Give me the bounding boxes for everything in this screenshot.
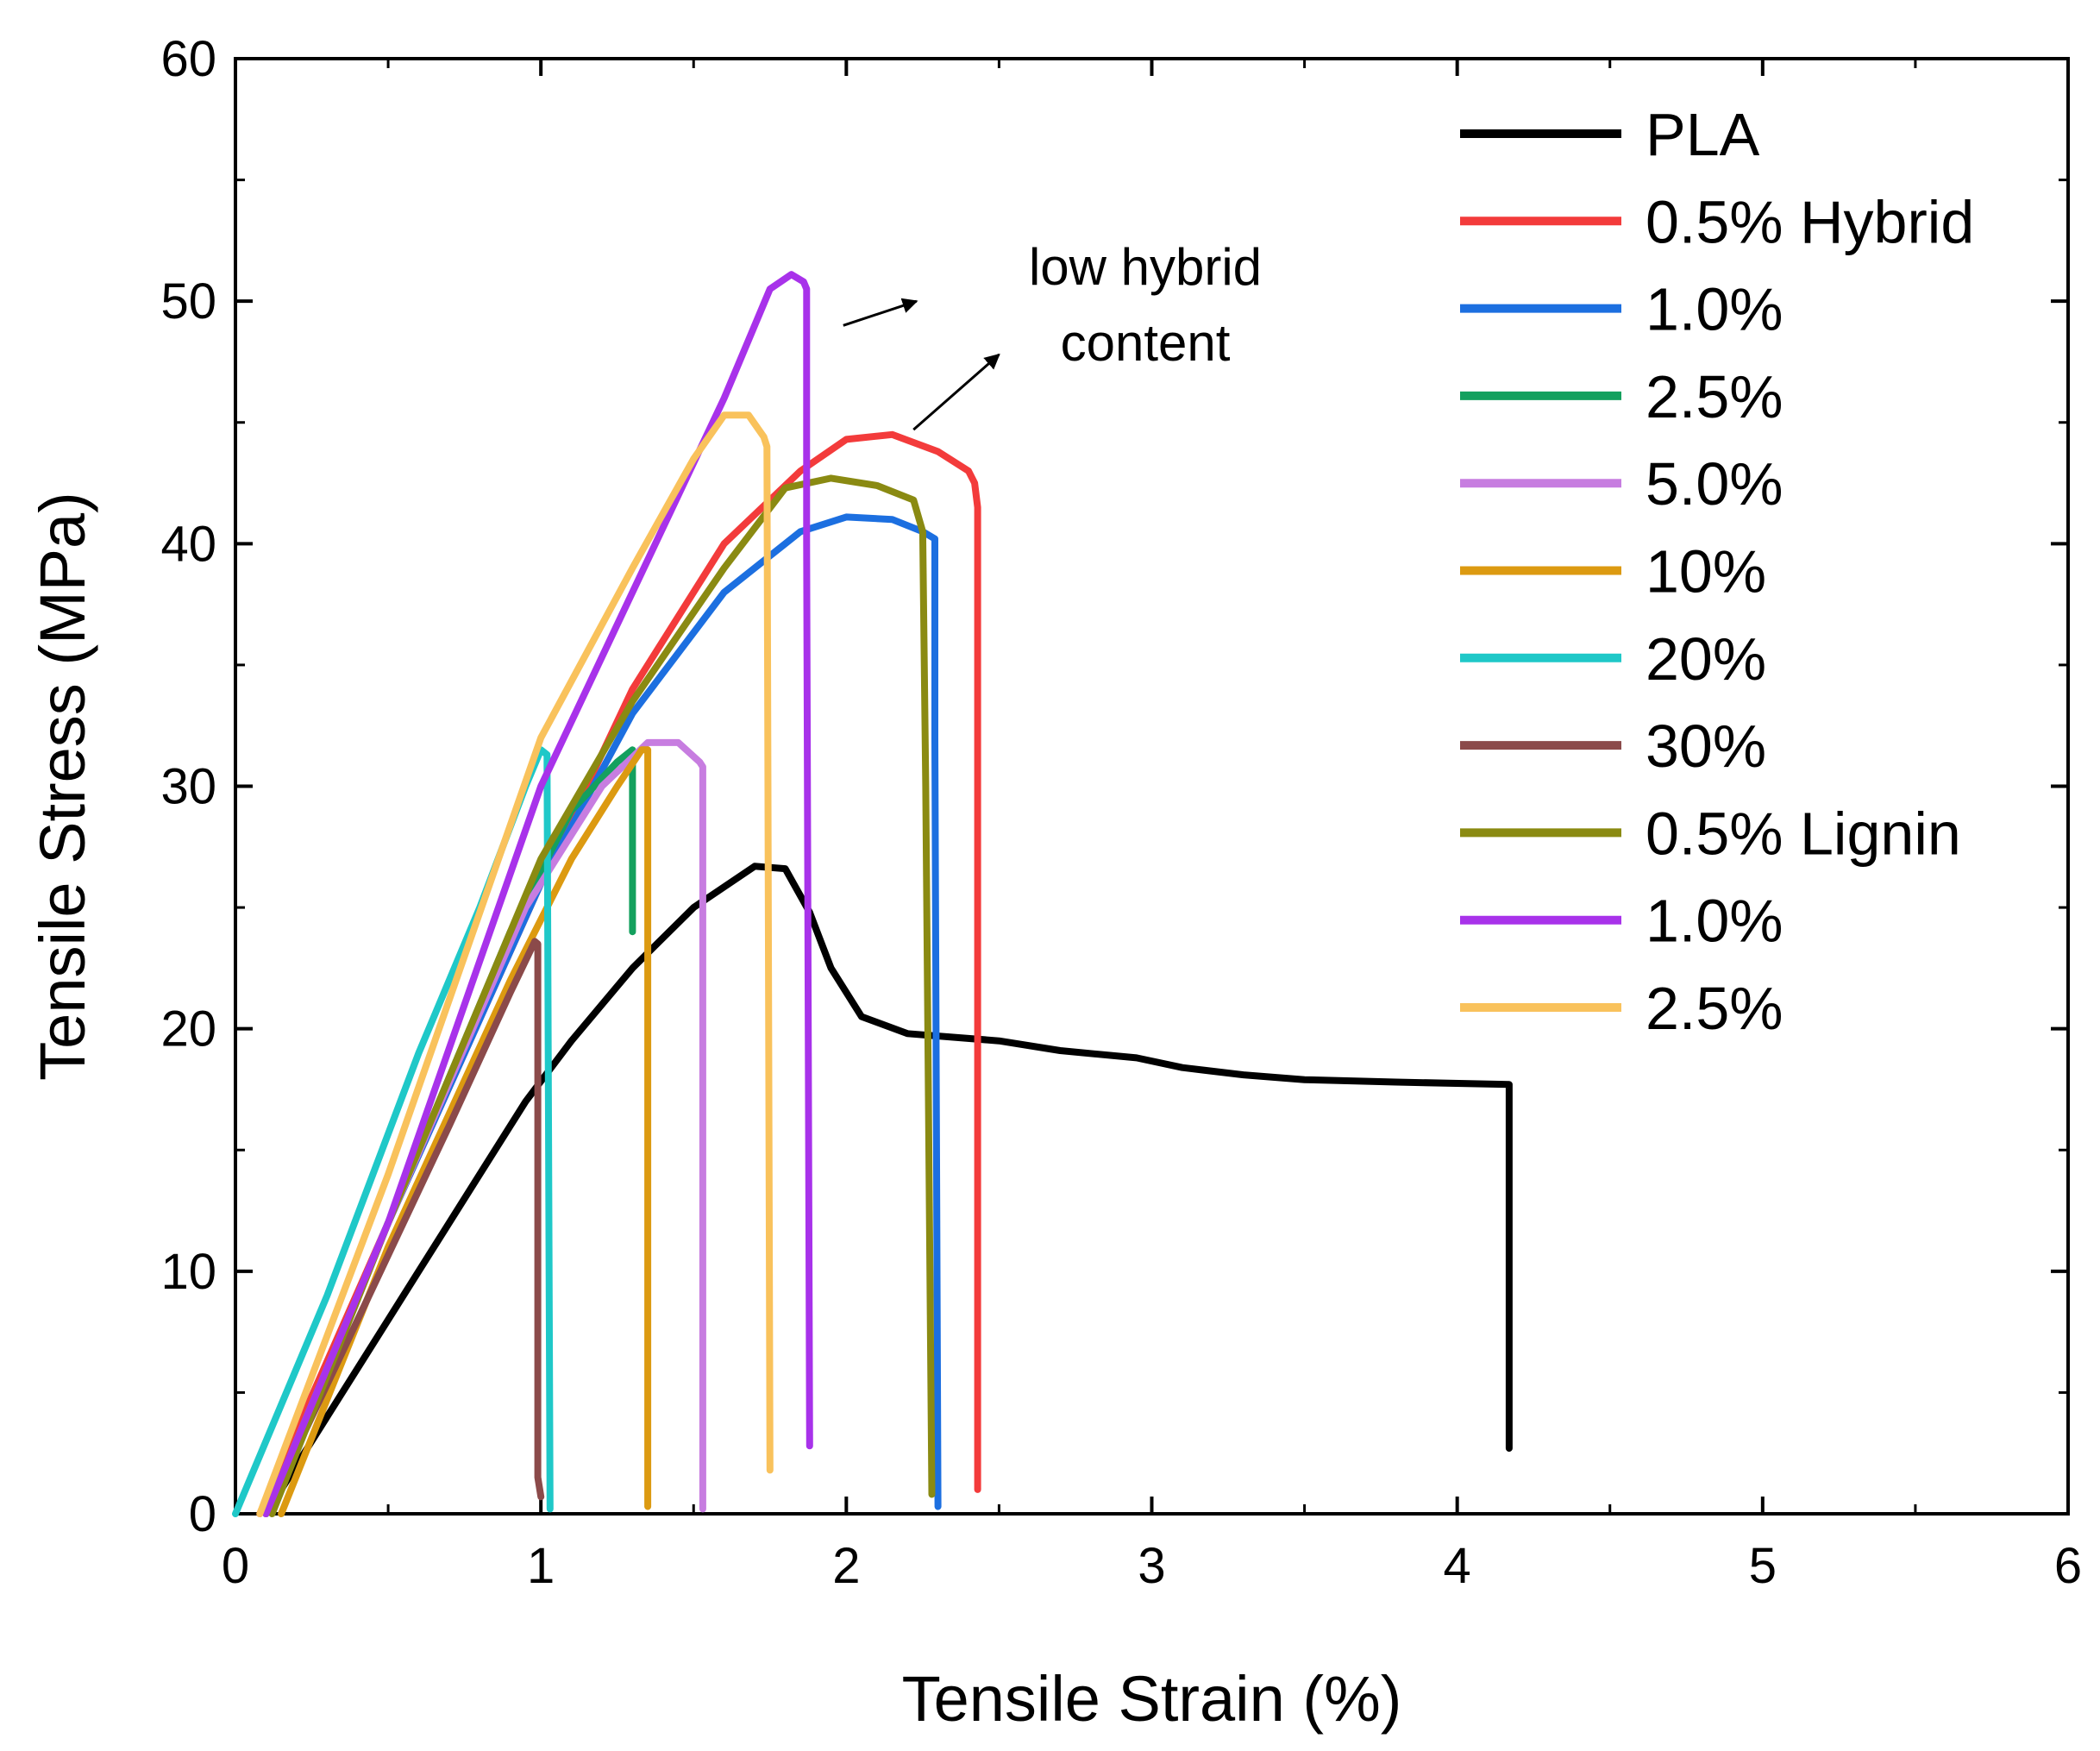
series-line-9 (262, 271, 813, 1517)
series-line-10 (256, 411, 774, 1517)
legend-label: PLA (1646, 101, 1760, 168)
legend-label: 2.5% (1646, 363, 1783, 430)
annotation-group: low hybrid content (843, 238, 1262, 431)
legend-label: 30% (1646, 712, 1766, 780)
annotation-arrow (843, 298, 918, 327)
legend-label: 0.5% Lignin (1646, 800, 1961, 867)
series-line-7 (262, 938, 545, 1517)
x-axis-title: Tensile Strain (%) (902, 1663, 1402, 1735)
y-tick-label: 20 (160, 1001, 216, 1058)
x-tick-label: 0 (222, 1538, 249, 1594)
legend-label: 5.0% (1646, 450, 1783, 518)
annotation-text-line: content (1061, 314, 1231, 372)
annotation-arrow (912, 353, 1000, 431)
series-lines (232, 271, 1513, 1517)
x-tick-label: 6 (2054, 1538, 2082, 1594)
legend-label: 10% (1646, 538, 1766, 606)
x-tick-label: 3 (1138, 1538, 1165, 1594)
series-line-8 (268, 474, 936, 1517)
legend: PLA 0.5% Hybrid 1.0% 2.5% 5.0% 10% 20% 30% 0.5% … (1460, 101, 1974, 1042)
legend-label: 2.5% (1646, 975, 1783, 1042)
x-tick-label: 1 (527, 1538, 555, 1594)
series-line-0 (262, 863, 1513, 1517)
y-tick-label: 60 (160, 31, 216, 87)
series-line-4 (262, 738, 706, 1517)
y-tick-label: 0 (189, 1486, 216, 1542)
x-tick-label: 5 (1749, 1538, 1777, 1594)
series-line-2 (262, 513, 942, 1517)
y-tick-label: 30 (160, 759, 216, 815)
x-tick-label: 4 (1444, 1538, 1471, 1594)
annotation-text-line: low hybrid (1029, 238, 1262, 296)
x-tick-label: 2 (832, 1538, 860, 1594)
legend-label: 0.5% Hybrid (1646, 188, 1974, 255)
legend-label: 1.0% (1646, 276, 1783, 343)
y-tick-label: 40 (160, 516, 216, 572)
y-tick-label: 10 (160, 1244, 216, 1300)
legend-label: 1.0% (1646, 888, 1783, 955)
y-axis-title: Tensile Stress (MPa) (27, 492, 98, 1081)
y-tick-label: 50 (160, 273, 216, 329)
series-line-5 (278, 746, 652, 1517)
legend-label: 20% (1646, 625, 1766, 693)
